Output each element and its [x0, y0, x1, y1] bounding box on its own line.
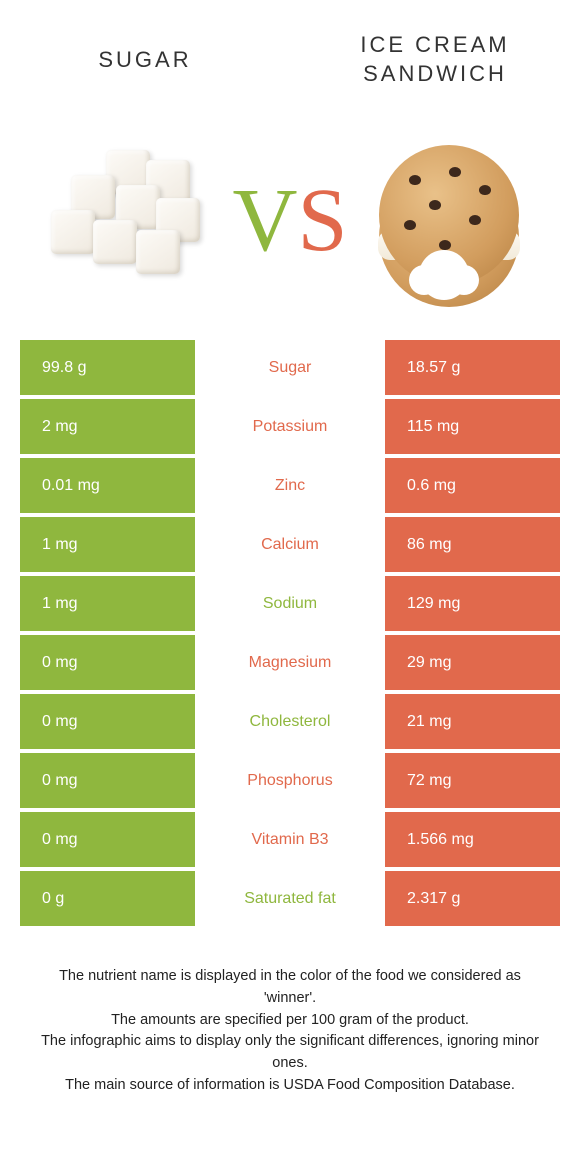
- title-right: Ice cream sandwich: [290, 31, 580, 88]
- value-right: 2.317 g: [385, 871, 560, 926]
- value-left: 0.01 mg: [20, 458, 195, 513]
- header: Sugar Ice cream sandwich: [0, 0, 580, 120]
- table-row: 0 mgCholesterol21 mg: [20, 694, 560, 749]
- nutrient-label: Cholesterol: [195, 694, 385, 749]
- table-row: 99.8 gSugar18.57 g: [20, 340, 560, 395]
- value-right: 129 mg: [385, 576, 560, 631]
- value-right: 72 mg: [385, 753, 560, 808]
- ice-cream-sandwich-image: [348, 145, 550, 295]
- value-left: 0 g: [20, 871, 195, 926]
- value-right: 115 mg: [385, 399, 560, 454]
- footer-line: The amounts are specified per 100 gram o…: [40, 1010, 540, 1032]
- table-row: 0 gSaturated fat2.317 g: [20, 871, 560, 926]
- value-left: 1 mg: [20, 576, 195, 631]
- cookie-icon: [374, 145, 524, 295]
- sugar-cubes-icon: [51, 150, 211, 290]
- nutrient-label: Sugar: [195, 340, 385, 395]
- value-right: 29 mg: [385, 635, 560, 690]
- title-left: Sugar: [0, 46, 290, 75]
- nutrient-label: Phosphorus: [195, 753, 385, 808]
- vs-label: VS: [232, 169, 347, 272]
- value-left: 99.8 g: [20, 340, 195, 395]
- nutrient-label: Saturated fat: [195, 871, 385, 926]
- nutrient-label: Sodium: [195, 576, 385, 631]
- footer-line: The nutrient name is displayed in the co…: [40, 966, 540, 1010]
- footer-line: The infographic aims to display only the…: [40, 1031, 540, 1075]
- value-right: 21 mg: [385, 694, 560, 749]
- vs-v: V: [232, 171, 297, 270]
- nutrient-label: Vitamin B3: [195, 812, 385, 867]
- sugar-image: [30, 150, 232, 290]
- value-right: 18.57 g: [385, 340, 560, 395]
- vs-s: S: [297, 171, 347, 270]
- value-left: 1 mg: [20, 517, 195, 572]
- value-right: 86 mg: [385, 517, 560, 572]
- value-left: 0 mg: [20, 694, 195, 749]
- nutrient-label: Magnesium: [195, 635, 385, 690]
- footer-line: The main source of information is USDA F…: [40, 1075, 540, 1097]
- table-row: 0 mgPhosphorus72 mg: [20, 753, 560, 808]
- value-left: 0 mg: [20, 635, 195, 690]
- nutrient-label: Zinc: [195, 458, 385, 513]
- table-row: 0 mgMagnesium29 mg: [20, 635, 560, 690]
- value-right: 1.566 mg: [385, 812, 560, 867]
- table-row: 2 mgPotassium115 mg: [20, 399, 560, 454]
- table-row: 1 mgCalcium86 mg: [20, 517, 560, 572]
- nutrient-label: Calcium: [195, 517, 385, 572]
- value-right: 0.6 mg: [385, 458, 560, 513]
- nutrient-table: 99.8 gSugar18.57 g2 mgPotassium115 mg0.0…: [20, 340, 560, 926]
- value-left: 0 mg: [20, 753, 195, 808]
- value-left: 2 mg: [20, 399, 195, 454]
- footer-notes: The nutrient name is displayed in the co…: [40, 966, 540, 1097]
- table-row: 0.01 mgZinc0.6 mg: [20, 458, 560, 513]
- table-row: 0 mgVitamin B31.566 mg: [20, 812, 560, 867]
- nutrient-label: Potassium: [195, 399, 385, 454]
- table-row: 1 mgSodium129 mg: [20, 576, 560, 631]
- images-row: VS: [0, 120, 580, 320]
- value-left: 0 mg: [20, 812, 195, 867]
